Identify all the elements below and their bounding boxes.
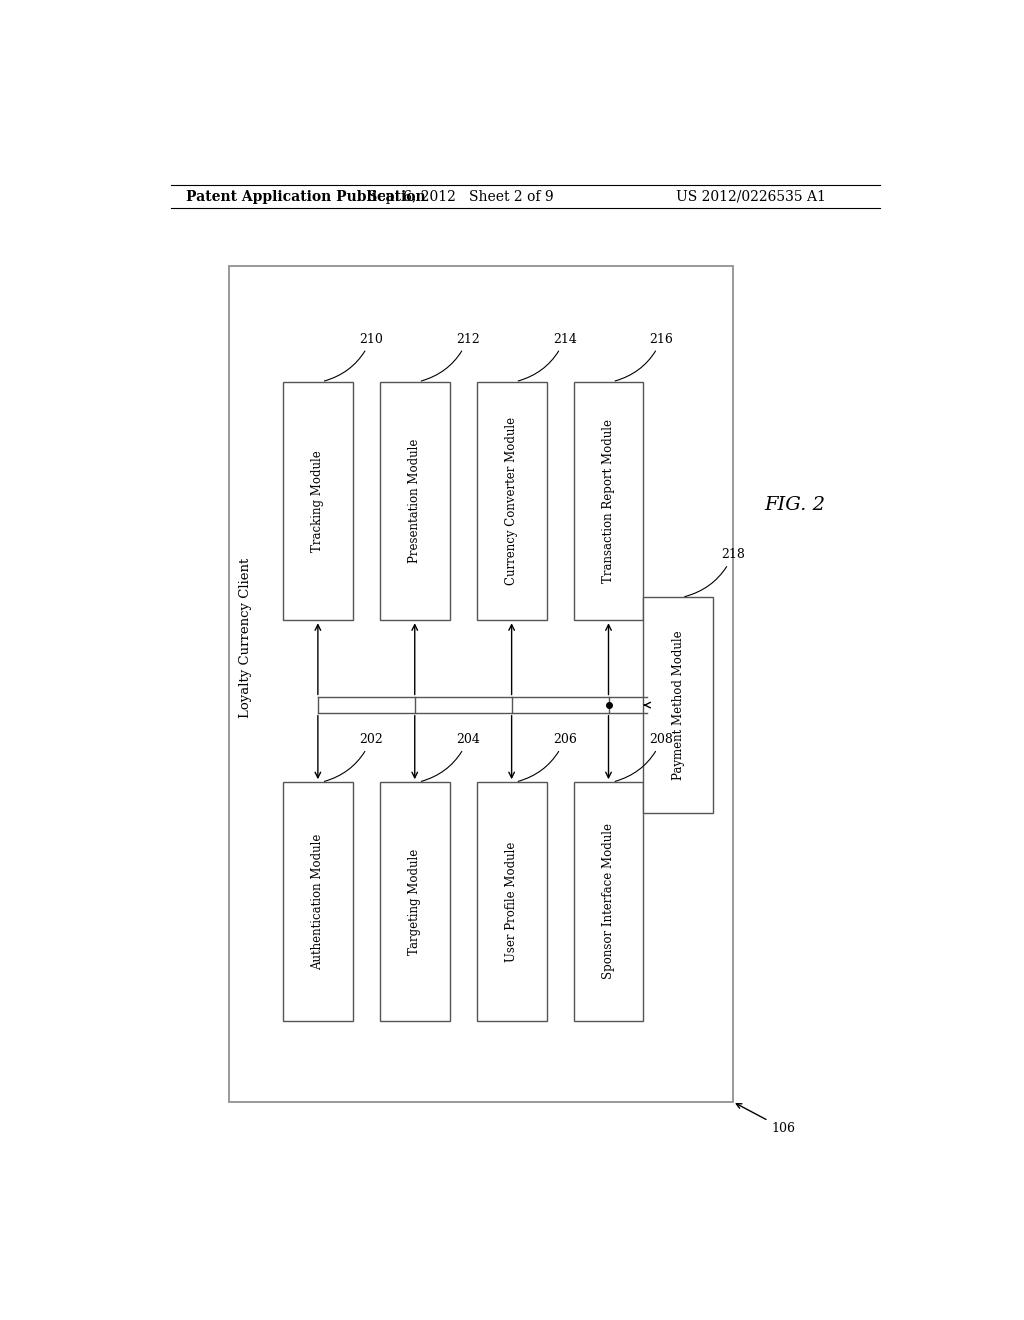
Text: 202: 202 [325, 733, 383, 781]
Text: Tracking Module: Tracking Module [311, 450, 325, 552]
Text: Sponsor Interface Module: Sponsor Interface Module [602, 824, 615, 979]
Text: User Profile Module: User Profile Module [505, 841, 518, 962]
Text: 106: 106 [736, 1104, 796, 1135]
Text: 212: 212 [421, 333, 479, 381]
Bar [477, 381, 547, 620]
Text: Patent Application Publication: Patent Application Publication [186, 190, 426, 203]
Bar [380, 781, 450, 1020]
Bar [573, 781, 643, 1020]
Text: Currency Converter Module: Currency Converter Module [505, 417, 518, 585]
Text: Loyalty Currency Client: Loyalty Currency Client [240, 557, 252, 718]
Bar [477, 781, 547, 1020]
Text: Authentication Module: Authentication Module [311, 833, 325, 970]
Text: Presentation Module: Presentation Module [409, 438, 421, 564]
Text: US 2012/0226535 A1: US 2012/0226535 A1 [676, 190, 825, 203]
Text: 208: 208 [615, 733, 674, 781]
Text: Targeting Module: Targeting Module [409, 849, 421, 954]
Text: 218: 218 [685, 548, 744, 597]
Text: Sep. 6, 2012   Sheet 2 of 9: Sep. 6, 2012 Sheet 2 of 9 [369, 190, 554, 203]
Bar [573, 381, 643, 620]
Bar [643, 597, 713, 813]
Bar [228, 267, 732, 1102]
Text: Payment Method Module: Payment Method Module [672, 630, 685, 780]
Text: FIG. 2: FIG. 2 [764, 496, 825, 513]
Text: 214: 214 [518, 333, 577, 381]
Text: 206: 206 [518, 733, 577, 781]
Text: 216: 216 [615, 333, 674, 381]
Bar [283, 781, 352, 1020]
Text: Transaction Report Module: Transaction Report Module [602, 418, 615, 583]
Text: 204: 204 [421, 733, 479, 781]
Bar [380, 381, 450, 620]
Bar [283, 381, 352, 620]
Text: 210: 210 [325, 333, 383, 381]
